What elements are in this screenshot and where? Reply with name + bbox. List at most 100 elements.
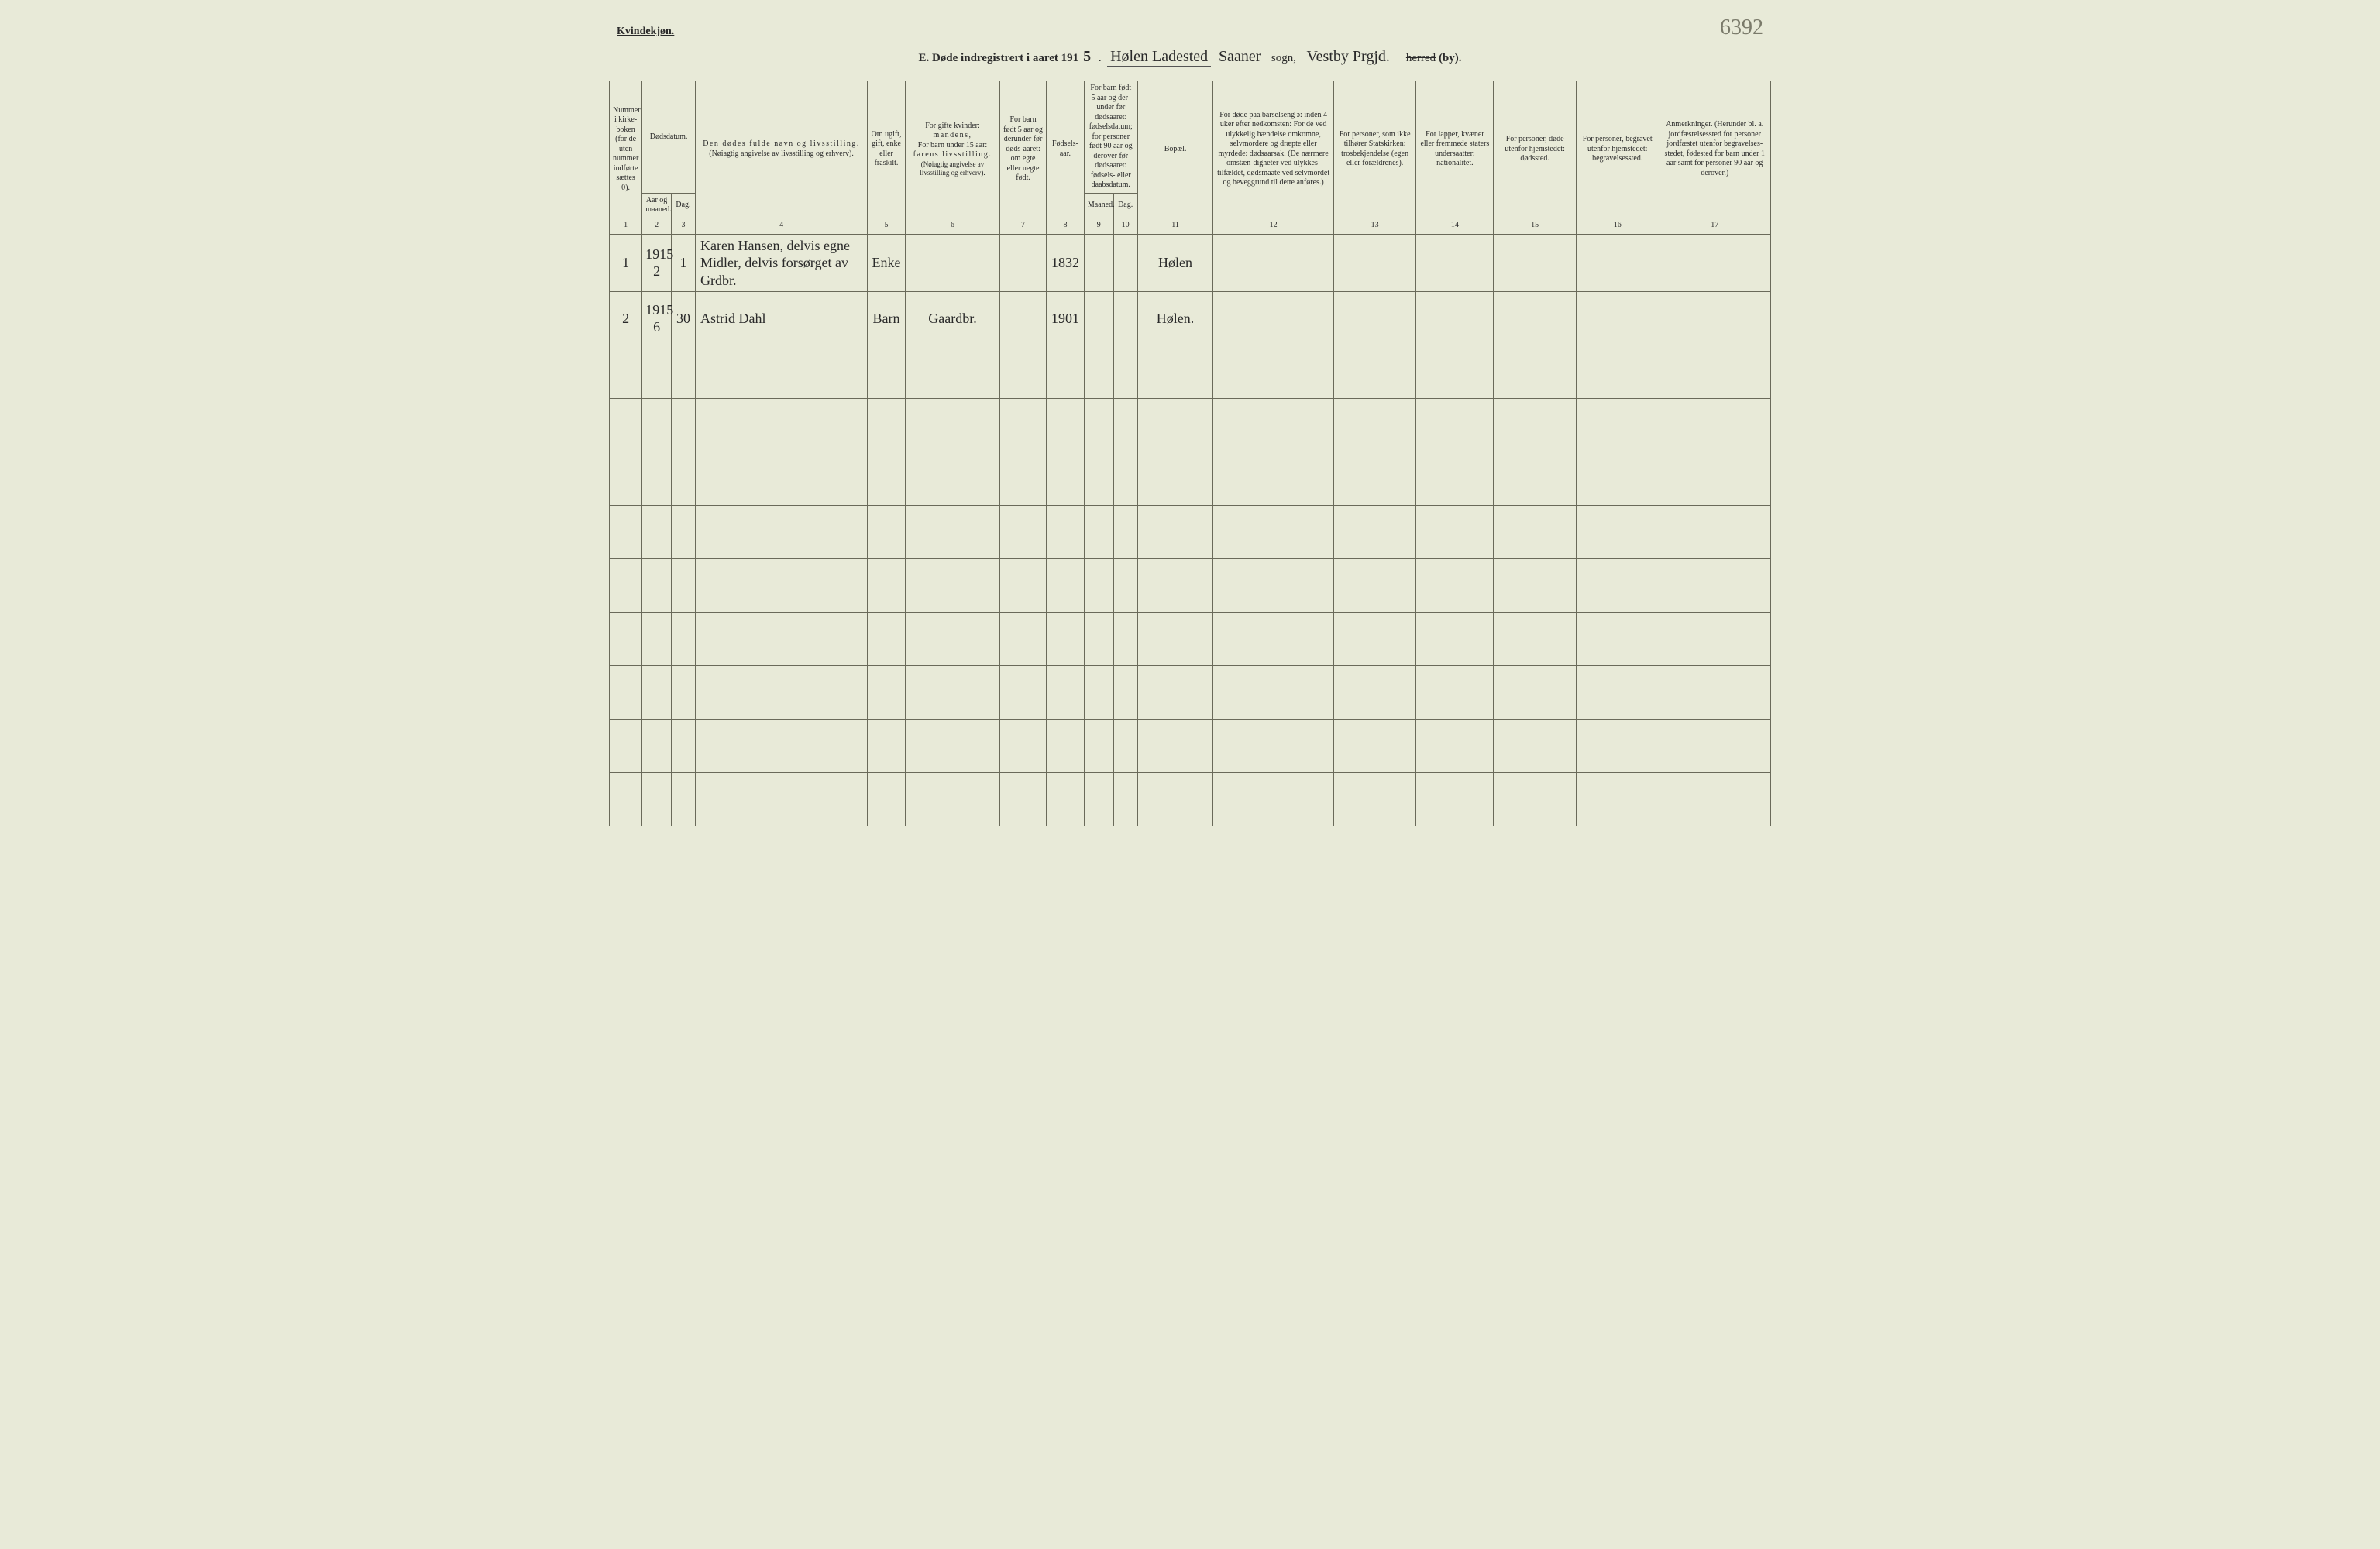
- cell: [1576, 292, 1659, 345]
- col-6c: For barn under 15 aar:: [909, 141, 996, 151]
- cell: [696, 559, 868, 613]
- cell: [1333, 234, 1416, 292]
- cell: [610, 720, 642, 773]
- title-line: E. Døde indregistrert i aaret 1915 . Høl…: [609, 48, 1771, 67]
- col-6d: farens livsstilling.: [909, 150, 996, 160]
- cell: [1113, 399, 1137, 452]
- cell: [1000, 506, 1047, 559]
- cell: [1494, 720, 1577, 773]
- col-15-header: For personer, døde utenfor hjemstedet: d…: [1494, 81, 1577, 218]
- cell: [1047, 773, 1085, 826]
- cell: [868, 452, 906, 506]
- cell: [868, 773, 906, 826]
- cell: [1494, 292, 1577, 345]
- cell: [1494, 452, 1577, 506]
- year-suffix: 5: [1078, 48, 1095, 65]
- cell: [1494, 559, 1577, 613]
- table-row: [610, 399, 1771, 452]
- cell: [671, 613, 695, 666]
- column-number: 9: [1084, 218, 1113, 234]
- cell: [1000, 234, 1047, 292]
- cell: [671, 720, 695, 773]
- cell: [1576, 613, 1659, 666]
- cell: Enke: [868, 234, 906, 292]
- cell: [1084, 399, 1113, 452]
- cell: [1416, 773, 1494, 826]
- cell: [1000, 613, 1047, 666]
- cell: [1333, 399, 1416, 452]
- cell: [1494, 666, 1577, 720]
- cell: 1: [671, 234, 695, 292]
- cell: [1659, 506, 1771, 559]
- col-7-header: For barn født 5 aar og derunder før døds…: [1000, 81, 1047, 218]
- place-2: Saaner: [1214, 48, 1265, 65]
- cell: [696, 666, 868, 720]
- place-3: Vestby Prgjd.: [1302, 48, 1394, 65]
- column-number: 17: [1659, 218, 1771, 234]
- column-number: 10: [1113, 218, 1137, 234]
- by-label: (by).: [1439, 52, 1462, 64]
- cell: [1084, 720, 1113, 773]
- cell: [1213, 345, 1333, 399]
- cell: [696, 452, 868, 506]
- cell: [696, 613, 868, 666]
- col-6a: For gifte kvinder:: [909, 122, 996, 132]
- cell: [1137, 345, 1213, 399]
- cell: [905, 720, 999, 773]
- cell: [1576, 666, 1659, 720]
- table-row: [610, 559, 1771, 613]
- cell: [1576, 234, 1659, 292]
- column-number: 3: [671, 218, 695, 234]
- cell: [1113, 452, 1137, 506]
- cell: Barn: [868, 292, 906, 345]
- place-1: Hølen Ladested: [1107, 48, 1211, 67]
- col-11-header: Bopæl.: [1137, 81, 1213, 218]
- cell: [1084, 506, 1113, 559]
- cell: [1047, 613, 1085, 666]
- cell: [1333, 720, 1416, 773]
- page-number: 6392: [1720, 15, 1763, 40]
- cell: [1416, 292, 1494, 345]
- col-9b-header: Maaned.: [1084, 193, 1113, 218]
- cell: [1000, 773, 1047, 826]
- cell: [1659, 399, 1771, 452]
- column-number: 4: [696, 218, 868, 234]
- cell: [1113, 720, 1137, 773]
- cell: [905, 559, 999, 613]
- cell: [1213, 773, 1333, 826]
- cell: [1659, 292, 1771, 345]
- cell: [642, 666, 672, 720]
- table-row: [610, 720, 1771, 773]
- cell: [610, 345, 642, 399]
- cell: Gaardbr.: [905, 292, 999, 345]
- cell: [671, 452, 695, 506]
- table-row: [610, 666, 1771, 720]
- cell: [671, 506, 695, 559]
- cell: [642, 559, 672, 613]
- table-row: [610, 345, 1771, 399]
- cell: [1213, 399, 1333, 452]
- cell: [671, 399, 695, 452]
- col-9c-header: Dag.: [1113, 193, 1137, 218]
- cell: [1494, 613, 1577, 666]
- cell: [1659, 345, 1771, 399]
- cell: [1576, 506, 1659, 559]
- cell: [1333, 666, 1416, 720]
- cell: [1000, 345, 1047, 399]
- cell: [610, 666, 642, 720]
- cell: Hølen.: [1137, 292, 1213, 345]
- title-prefix: E. Døde indregistrert i aaret 191: [918, 52, 1078, 64]
- cell: [1494, 234, 1577, 292]
- col-4-header: Den dødes fulde navn og livsstilling. (N…: [696, 81, 868, 218]
- col-2b-header: Dag.: [671, 193, 695, 218]
- cell: [868, 720, 906, 773]
- cell: [1333, 773, 1416, 826]
- cell: Astrid Dahl: [696, 292, 868, 345]
- cell: [1213, 452, 1333, 506]
- cell: [1000, 720, 1047, 773]
- cell: [1416, 666, 1494, 720]
- col-2a-header: Aar og maaned.: [642, 193, 672, 218]
- cell: [1213, 666, 1333, 720]
- col-13-header: For personer, som ikke tilhører Statskir…: [1333, 81, 1416, 218]
- cell: [696, 399, 868, 452]
